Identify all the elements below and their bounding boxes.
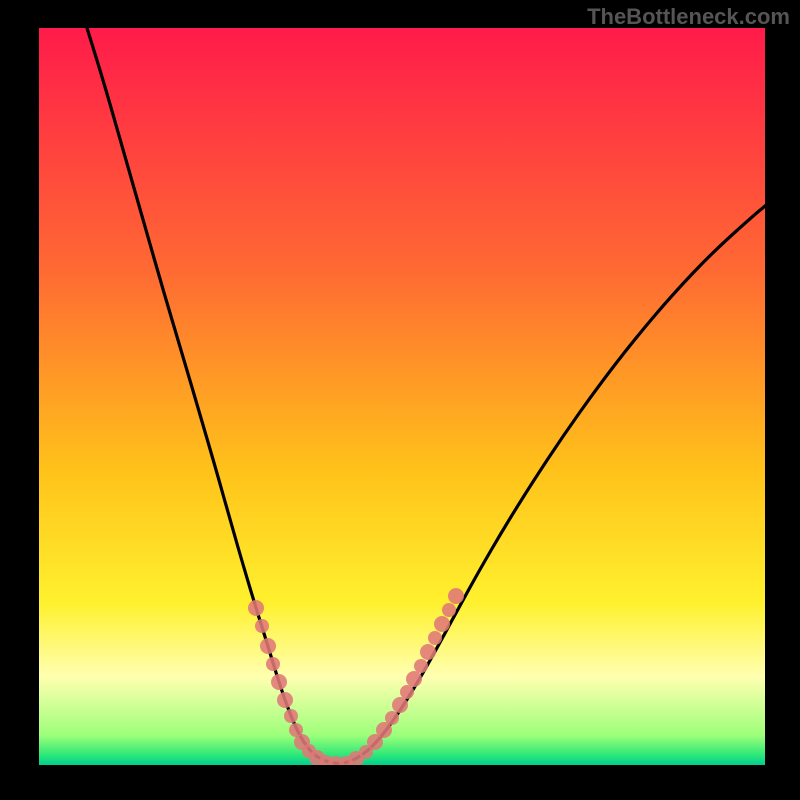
data-marker [248, 600, 264, 616]
data-marker [255, 619, 269, 633]
data-marker [442, 603, 456, 617]
data-marker [406, 671, 422, 687]
data-marker [302, 744, 316, 758]
data-marker [339, 756, 353, 765]
data-marker [277, 692, 293, 708]
data-marker [319, 755, 333, 765]
data-marker [376, 722, 392, 738]
watermark-text: TheBottleneck.com [587, 4, 790, 30]
marker-group [248, 588, 464, 765]
data-marker [434, 616, 450, 632]
data-marker [392, 697, 408, 713]
data-marker [414, 659, 428, 673]
data-marker [385, 711, 399, 725]
data-marker [367, 734, 383, 750]
data-marker [271, 674, 287, 690]
data-marker [359, 745, 373, 759]
data-marker [400, 685, 414, 699]
curve-layer [39, 28, 765, 765]
data-marker [309, 750, 325, 765]
data-marker [260, 638, 276, 654]
plot-area [39, 28, 765, 765]
bottleneck-curve [87, 28, 765, 763]
data-marker [448, 588, 464, 604]
data-marker [266, 657, 280, 671]
data-marker [294, 734, 310, 750]
data-marker [289, 723, 303, 737]
data-marker [428, 631, 442, 645]
data-marker [284, 709, 298, 723]
data-marker [420, 644, 436, 660]
chart-container: TheBottleneck.com [0, 0, 800, 800]
data-marker [328, 756, 344, 765]
data-marker [348, 751, 364, 765]
